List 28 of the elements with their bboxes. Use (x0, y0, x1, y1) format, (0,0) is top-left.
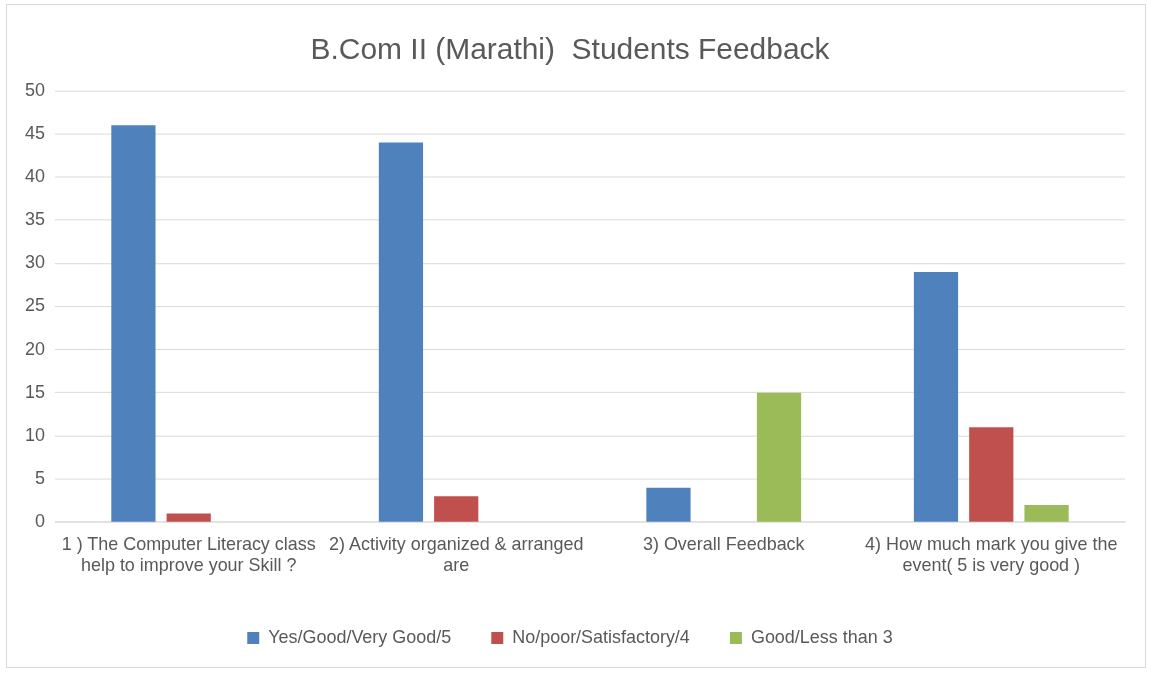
y-tick-label: 25 (24, 295, 45, 316)
bar (756, 392, 802, 522)
y-tick-label: 40 (24, 166, 45, 186)
bar (378, 142, 424, 522)
chart-title: B.Com II (Marathi) Students Feedback (310, 32, 830, 66)
bar (969, 427, 1014, 522)
bar (1024, 504, 1069, 522)
y-tick-label: 20 (24, 338, 45, 359)
x-tick-label: 1 ) The Computer Literacy class help to improve your Skill ? (61, 533, 316, 576)
x-tick-label: 3) Overall Feedback (642, 533, 805, 554)
y-tick-label: 10 (24, 424, 45, 445)
y-tick-label: 50 (24, 79, 45, 100)
legend-label: Good/Less than 3 (750, 627, 893, 648)
legend-label: No/poor/Satisfactory/4 (512, 627, 690, 648)
bar (434, 496, 479, 522)
bar (111, 125, 156, 522)
y-tick-label: 30 (24, 252, 45, 273)
y-tick-label: 15 (24, 381, 45, 402)
x-tick-label: 2) Activity organized & arranged are (329, 533, 584, 576)
y-tick-label: 0 (34, 511, 45, 532)
bar (646, 487, 691, 522)
legend-label: Yes/Good/Very Good/5 (268, 627, 452, 648)
y-tick-label: 35 (24, 209, 45, 230)
bar (166, 513, 211, 522)
y-tick-label: 5 (34, 468, 45, 489)
y-tick-label: 45 (24, 122, 45, 143)
x-tick-label: 4) How much mark you give the event( 5 is very good ) (865, 533, 1118, 576)
bar (913, 271, 959, 522)
